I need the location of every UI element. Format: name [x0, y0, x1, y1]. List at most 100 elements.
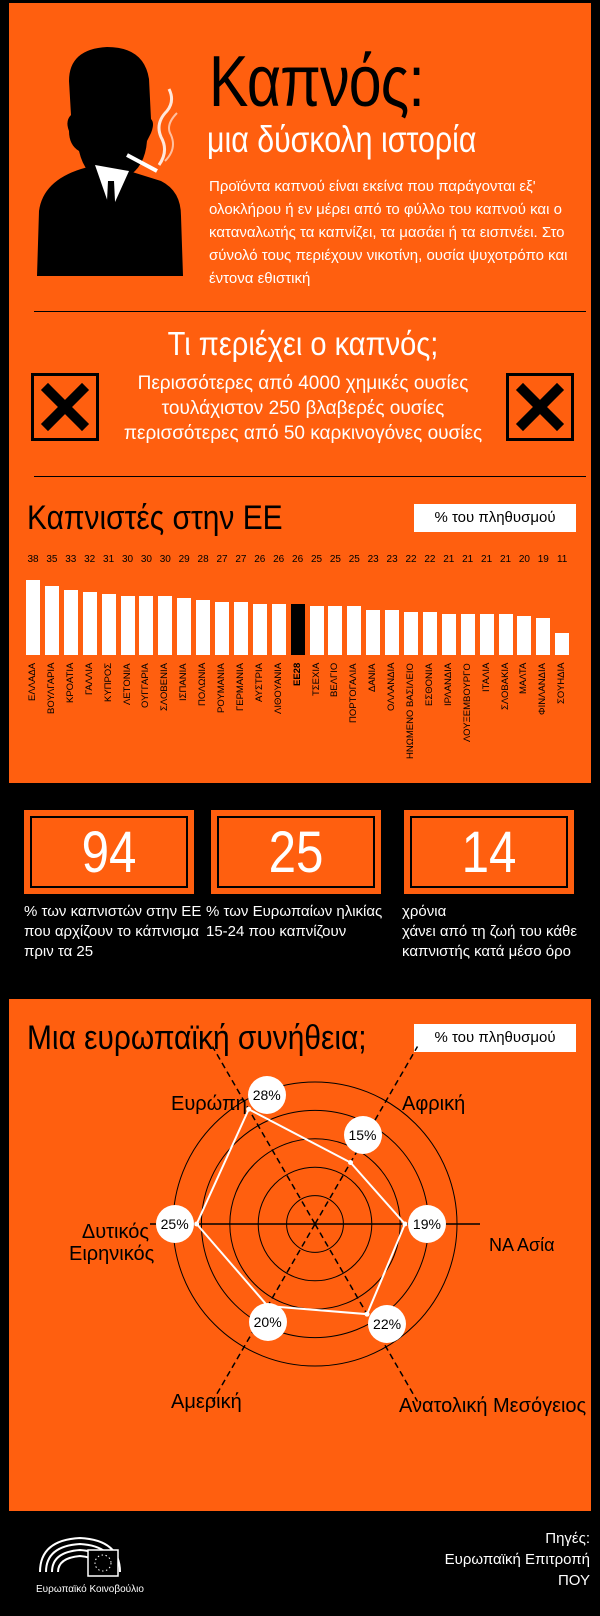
- stat-box: 14: [404, 810, 574, 894]
- intro-line: έντονα εθιστική: [209, 270, 311, 287]
- bar-value-label: 21: [499, 554, 512, 565]
- intro-line: σύνολό τους περιέχουν νικοτίνη, ουσία ψυ…: [209, 247, 568, 264]
- bar: [196, 599, 211, 655]
- bar-value-label: 35: [46, 554, 58, 565]
- stat-number: 14: [461, 820, 517, 885]
- bar: [44, 585, 59, 655]
- bar: [120, 595, 135, 655]
- bar-value-label: 23: [386, 554, 398, 565]
- category-label: ΠΟΛΩΝΙΑ: [197, 662, 209, 706]
- category-label: ΟΥΓΓΑΡΙΑ: [140, 663, 152, 708]
- bar-value-label: 38: [27, 554, 39, 565]
- category-label: ΓΕΡΜΑΝΙΑ: [234, 663, 246, 711]
- radar-chart-title: Μια ευρωπαϊκή συνήθεια;: [27, 1019, 367, 1057]
- bar: [271, 603, 286, 655]
- intro-line: καταναλωτής τα καπνίζει, τα μασάει ή τα …: [209, 224, 565, 241]
- bar: [555, 633, 570, 655]
- category-label: ΜΑΛΤΑ: [518, 662, 530, 694]
- bar-value-label: 25: [348, 554, 360, 565]
- sources-line: Πηγές:: [545, 1530, 590, 1547]
- bar: [441, 613, 456, 655]
- bar-chart: 38 ΕΛΛΑΔΑ 35 ΒΟΥΛΓΑΡΙΑ 33 ΚΡΟΑΤΙΑ 32 ΓΑΛΛΙΑ 31 ΚΥ…: [9, 3, 597, 789]
- intro-line: Προϊόντα καπνού είναι εκείνα που παράγον…: [209, 178, 536, 195]
- category-label: ΕΕ28: [291, 662, 303, 686]
- stat-box: 94: [24, 810, 194, 894]
- european-parliament-logo-icon: [39, 1536, 121, 1577]
- bar-value-label: 19: [537, 554, 549, 565]
- stat-box: 25: [211, 810, 381, 894]
- bar-value-label: 26: [292, 554, 304, 565]
- stat-caption-line: % των καπνιστών στην ΕΕ: [24, 903, 202, 920]
- contains-line: Περισσότερες από 4000 χημικές ουσίες: [137, 373, 469, 394]
- category-label: ΦΙΝΛΑΝΔΙΑ: [537, 663, 549, 715]
- bar-value-label: 29: [178, 554, 190, 565]
- bar-value-label: 27: [235, 554, 247, 565]
- bar: [517, 615, 532, 655]
- bar-value-label: 33: [65, 554, 77, 565]
- intro-line: ολοκλήρου ή εν μέρει από το φύλλο του κα…: [209, 201, 562, 218]
- radar-axis-label-text: Δυτικός Ειρηνικός: [69, 1221, 155, 1265]
- radar-value-label: 20%: [248, 1302, 287, 1341]
- bar-value-label: 21: [462, 554, 474, 565]
- radar-value-label: 22%: [368, 1305, 407, 1344]
- bar: [422, 611, 437, 655]
- stat-caption: % των καπνιστών στην ΕΕ που αρχίζουν το …: [24, 902, 201, 962]
- stat-number: 25: [268, 820, 324, 885]
- bar-value-label: 23: [367, 554, 379, 565]
- bar: [328, 605, 343, 655]
- bar-value-label: 21: [443, 554, 455, 565]
- bar: [26, 580, 40, 655]
- bar: [290, 603, 305, 655]
- radar-panel: Μια ευρωπαϊκή συνήθεια; % του πληθυσμού …: [6, 996, 594, 1514]
- category-label: ΚΥΠΡΟΣ: [102, 662, 114, 702]
- radar-axis-label: Αμερική: [171, 1391, 242, 1413]
- bar: [347, 605, 362, 655]
- bar-value-label: 22: [405, 554, 417, 565]
- category-label: ΕΛΛΑΔΑ: [27, 662, 38, 701]
- bar: [366, 609, 381, 655]
- bar: [177, 597, 192, 655]
- bar: [233, 601, 248, 655]
- bar-value-label: 31: [103, 554, 115, 565]
- bar: [252, 603, 267, 655]
- top-panel: Καπνός: μια δύσκολη ιστορία Προϊόντα καπ…: [6, 0, 594, 786]
- stat-caption-line: χάνει από τη ζωή του κάθε: [402, 923, 578, 940]
- bar-value-label: 11: [556, 554, 568, 565]
- radar-axis-label: ΝΑ Ασία: [489, 1235, 555, 1255]
- stat-caption-line: που αρχίζουν το κάπνισμα: [24, 923, 200, 940]
- bar-value-label: 30: [159, 554, 171, 565]
- divider: [34, 476, 586, 477]
- bar-value-label: 28: [197, 554, 209, 565]
- category-label: ΙΡΛΑΝΔΙΑ: [442, 662, 454, 706]
- category-label: ΒΕΛΓΙΟ: [329, 662, 341, 697]
- stat-caption-line: % των Ευρωπαίων ηλικίας: [206, 903, 383, 920]
- page-subtitle: μια δύσκολη ιστορία: [207, 119, 477, 160]
- category-label: ΛΙΘΟΥΑΝΙΑ: [272, 662, 284, 714]
- contains-title: Τι περιέχει ο καπνός;: [167, 325, 439, 362]
- stat-caption: % των Ευρωπαίων ηλικίας 15-24 που καπνίζ…: [206, 902, 382, 942]
- category-label: ΕΣΘΟΝΙΑ: [423, 663, 435, 706]
- radar-value-label: 19%: [407, 1205, 446, 1243]
- bar: [309, 605, 324, 655]
- category-label: ΛΕΤΟΝΙΑ: [121, 663, 133, 705]
- radar-point: [348, 1160, 353, 1166]
- category-label: ΣΛΟΒΕΝΙΑ: [159, 663, 171, 711]
- radar-point: [364, 1311, 370, 1317]
- logo-text: Ευρωπαϊκό Κοινοβούλιο: [36, 1584, 144, 1595]
- bar-value-label: 26: [273, 554, 285, 565]
- contains-line: περισσότερες από 50 καρκινογόνες ουσίες: [123, 423, 483, 444]
- radar-value-label: 25%: [155, 1205, 194, 1243]
- bar-value-label: 21: [481, 554, 493, 565]
- bar-chart-title: Καπνιστές στην ΕΕ: [27, 499, 283, 537]
- category-label: ΑΥΣΤΡΙΑ: [253, 663, 265, 702]
- bar: [101, 593, 116, 655]
- bar: [498, 613, 513, 655]
- bar: [82, 591, 97, 655]
- category-label: ΚΡΟΑΤΙΑ: [64, 662, 76, 703]
- intro-paragraph: Προϊόντα καπνού είναι εκείνα που παράγον…: [209, 175, 589, 290]
- radar-axis-label: Αφρική: [402, 1093, 466, 1115]
- divider: [34, 311, 586, 312]
- radar-value-label: 28%: [247, 1076, 286, 1115]
- stats-section: 94 % των καπνιστών στην ΕΕ που αρχίζουν …: [0, 786, 600, 996]
- bar: [385, 609, 400, 655]
